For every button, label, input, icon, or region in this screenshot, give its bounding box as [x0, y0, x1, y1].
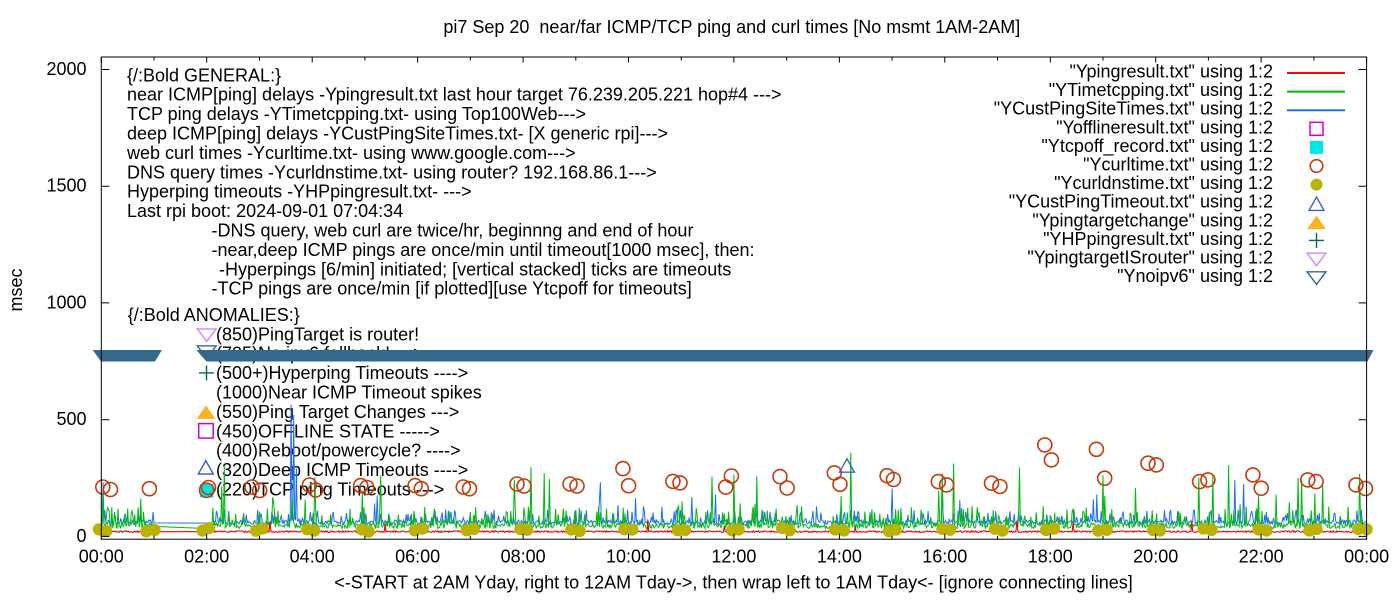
svg-text:"YCustPingSiteTimes.txt" using: "YCustPingSiteTimes.txt" using 1:2	[994, 99, 1273, 119]
svg-text:06:00: 06:00	[395, 546, 440, 566]
svg-text:deep ICMP[ping] delays -YCustP: deep ICMP[ping] delays -YCustPingSiteTim…	[127, 124, 668, 144]
svg-text:"YTimetcpping.txt" using 1:2: "YTimetcpping.txt" using 1:2	[1049, 80, 1273, 100]
svg-text:0: 0	[76, 526, 86, 546]
svg-text:1500: 1500	[46, 176, 86, 196]
svg-text:-TCP pings are once/min [if pl: -TCP pings are once/min [if plotted][use…	[212, 279, 692, 299]
svg-text:"Ypingtargetchange" using 1:2: "Ypingtargetchange" using 1:2	[1032, 210, 1273, 230]
svg-text:2000: 2000	[46, 59, 86, 79]
svg-text:"YCustPingTimeout.txt" using 1: "YCustPingTimeout.txt" using 1:2	[1009, 192, 1273, 212]
svg-text:DNS query times -Ycurldnstime.: DNS query times -Ycurldnstime.txt- using…	[127, 162, 657, 182]
svg-text:(550)Ping Target Changes --->: (550)Ping Target Changes --->	[216, 402, 459, 422]
svg-text:20:00: 20:00	[1133, 546, 1178, 566]
svg-text:"Ypingresult.txt" using 1:2: "Ypingresult.txt" using 1:2	[1069, 62, 1273, 82]
svg-text:(220)TCP ping Timeouts --->: (220)TCP ping Timeouts --->	[216, 480, 444, 500]
svg-text:web curl times -Ycurltime.txt-: web curl times -Ycurltime.txt- using www…	[126, 143, 576, 163]
svg-text:pi7 Sep 20 near/far ICMP/TCP: pi7 Sep 20 near/far ICMP/TCP ping and cu…	[443, 17, 1020, 37]
svg-text:"Yofflineresult.txt" using 1:2: "Yofflineresult.txt" using 1:2	[1056, 117, 1273, 137]
svg-text:TCP ping delays -YTimetcpping.: TCP ping delays -YTimetcpping.txt- using…	[127, 104, 586, 124]
svg-text:"Ynoipv6" using 1:2: "Ynoipv6" using 1:2	[1117, 266, 1273, 286]
svg-text:-near,deep ICMP pings are once: -near,deep ICMP pings are once/min until…	[212, 240, 755, 260]
svg-text:(400)Reboot/powercycle? ---->: (400)Reboot/powercycle? ---->	[216, 441, 461, 461]
svg-text:500: 500	[56, 409, 86, 429]
svg-text:msec: msec	[6, 268, 26, 311]
svg-text:(1000)Near ICMP Timeout spikes: (1000)Near ICMP Timeout spikes	[216, 383, 482, 403]
svg-text:02:00: 02:00	[184, 546, 229, 566]
svg-text:16:00: 16:00	[922, 546, 967, 566]
svg-text:00:00: 00:00	[79, 546, 124, 566]
svg-text:Last rpi boot: 2024-09-01 07:0: Last rpi boot: 2024-09-01 07:04:34	[127, 201, 403, 221]
svg-text:08:00: 08:00	[501, 546, 546, 566]
svg-text:14:00: 14:00	[817, 546, 862, 566]
svg-text:(500+)Hyperping Timeouts ---->: (500+)Hyperping Timeouts ---->	[216, 363, 468, 383]
svg-text:1000: 1000	[46, 292, 86, 312]
svg-text:{/:Bold ANOMALIES:}: {/:Bold ANOMALIES:}	[128, 305, 300, 325]
svg-text:near ICMP[ping] delays -Ypingr: near ICMP[ping] delays -Ypingresult.txt …	[127, 85, 782, 105]
svg-text:00:00: 00:00	[1344, 546, 1389, 566]
svg-text:04:00: 04:00	[290, 546, 335, 566]
svg-text:Hyperping timeouts -YHPpingres: Hyperping timeouts -YHPpingresult.txt- -…	[127, 182, 472, 202]
svg-text:"Ycurldnstime.txt" using 1:2: "Ycurldnstime.txt" using 1:2	[1054, 173, 1273, 193]
svg-text:{/:Bold GENERAL:}: {/:Bold GENERAL:}	[127, 65, 281, 85]
svg-text:10:00: 10:00	[606, 546, 651, 566]
svg-text:(450)OFFLINE STATE ----->: (450)OFFLINE STATE ----->	[216, 421, 440, 441]
svg-text:<-START at 2AM Yday, right to: <-START at 2AM Yday, right to 12AM Tday-…	[334, 573, 1133, 593]
svg-text:18:00: 18:00	[1028, 546, 1073, 566]
svg-text:12:00: 12:00	[711, 546, 756, 566]
svg-text:-Hyperpings [6/min] initiated;: -Hyperpings [6/min] initiated; [vertical…	[219, 259, 731, 279]
svg-text:(850)PingTarget is router!: (850)PingTarget is router!	[216, 324, 419, 344]
svg-text:"YHPpingresult.txt" using 1:2: "YHPpingresult.txt" using 1:2	[1043, 229, 1273, 249]
svg-text:"YpingtargetISrouter" using 1:: "YpingtargetISrouter" using 1:2	[1027, 248, 1273, 268]
svg-text:-DNS query, web curl are twice: -DNS query, web curl are twice/hr, begin…	[212, 221, 694, 241]
svg-text:(320)Deep ICMP Timeouts ---->: (320)Deep ICMP Timeouts ---->	[216, 460, 468, 480]
svg-text:"Ytcpoff_record.txt" using 1:2: "Ytcpoff_record.txt" using 1:2	[1041, 136, 1273, 157]
svg-text:22:00: 22:00	[1239, 546, 1284, 566]
svg-text:"Ycurltime.txt" using 1:2: "Ycurltime.txt" using 1:2	[1083, 155, 1273, 175]
